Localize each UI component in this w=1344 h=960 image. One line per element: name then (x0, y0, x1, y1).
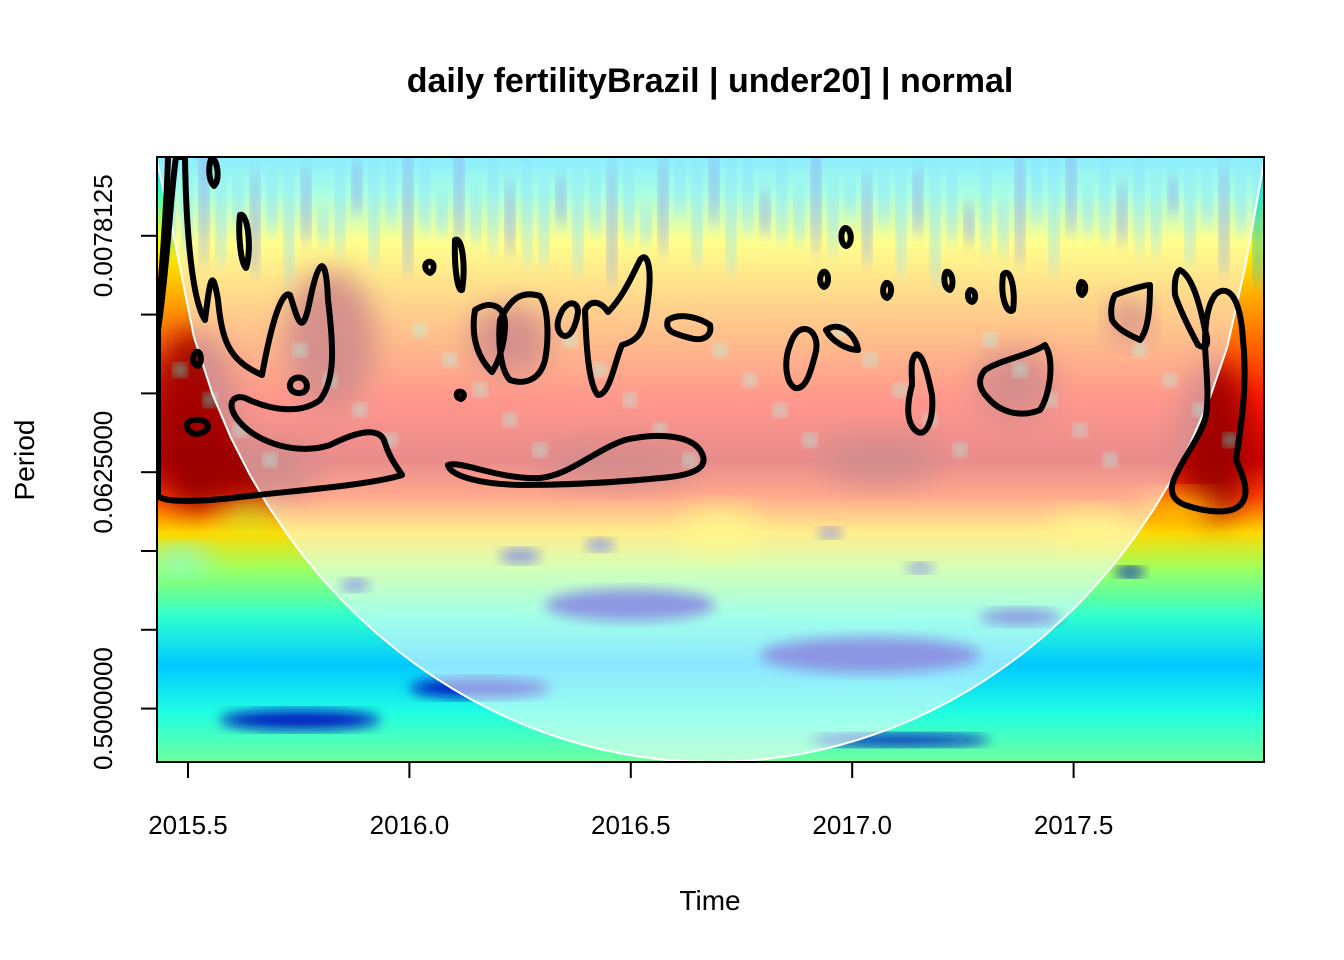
significance-contour (817, 268, 831, 290)
significance-contour (286, 374, 310, 396)
heatmap-blob (1116, 567, 1144, 577)
significance-contour (157, 157, 171, 331)
significance-contour (236, 212, 252, 271)
significance-contour (838, 225, 854, 249)
significance-contour (1168, 287, 1249, 515)
significance-contour (157, 157, 405, 504)
significance-contour (880, 280, 894, 301)
x-tick-label: 2016.5 (591, 810, 671, 840)
significance-contour (453, 388, 467, 402)
significance-contour (1075, 279, 1089, 298)
significance-contour (664, 313, 714, 343)
heatmap-blob (157, 548, 210, 572)
heatmap-blob (220, 710, 380, 730)
significance-contour (183, 416, 211, 437)
significance-contour (905, 351, 936, 436)
x-axis-label: Time (679, 885, 740, 916)
significance-contour (451, 236, 467, 294)
heatmap-blob (1140, 494, 1220, 526)
significance-contour (964, 287, 979, 305)
cone-of-influence-shade (157, 157, 1264, 762)
significance-contour (823, 323, 861, 353)
y-tick-label: 0.5000000 (88, 647, 118, 770)
significance-contour (1171, 267, 1211, 350)
x-tick-label: 2016.0 (370, 810, 450, 840)
x-tick-label: 2017.0 (812, 810, 892, 840)
significance-contour (422, 258, 437, 276)
significance-contour (977, 342, 1054, 417)
y-axis-label: Period (9, 420, 40, 501)
y-axis: 0.0078125 0.0625000 0.5000000 (88, 174, 158, 770)
x-tick-label: 2015.5 (148, 810, 228, 840)
y-tick-label: 0.0078125 (88, 174, 118, 297)
significance-contour (496, 291, 551, 385)
y-tick-label: 0.0625000 (88, 411, 118, 534)
heatmap-blob (1224, 434, 1236, 446)
cone-of-influence-line (157, 161, 1264, 762)
significance-contour (1108, 282, 1153, 343)
x-axis: 2015.5 2016.0 2016.5 2017.0 2017.5 (148, 761, 1114, 840)
significance-contour (999, 269, 1017, 314)
significance-contour (554, 300, 581, 339)
significance-contour (206, 157, 221, 189)
significance-contour (445, 432, 707, 488)
chart-title: daily fertilityBrazil | under20] | norma… (407, 62, 1014, 100)
heatmap-blob (220, 503, 280, 527)
significance-contour (783, 326, 820, 392)
significance-contour (582, 254, 653, 398)
heatmap-blob (174, 364, 186, 376)
significance-contour (941, 268, 956, 293)
plot-area (157, 157, 1264, 762)
x-tick-label: 2017.5 (1034, 810, 1114, 840)
significance-contours (157, 157, 1249, 515)
significance-contour (190, 348, 204, 369)
